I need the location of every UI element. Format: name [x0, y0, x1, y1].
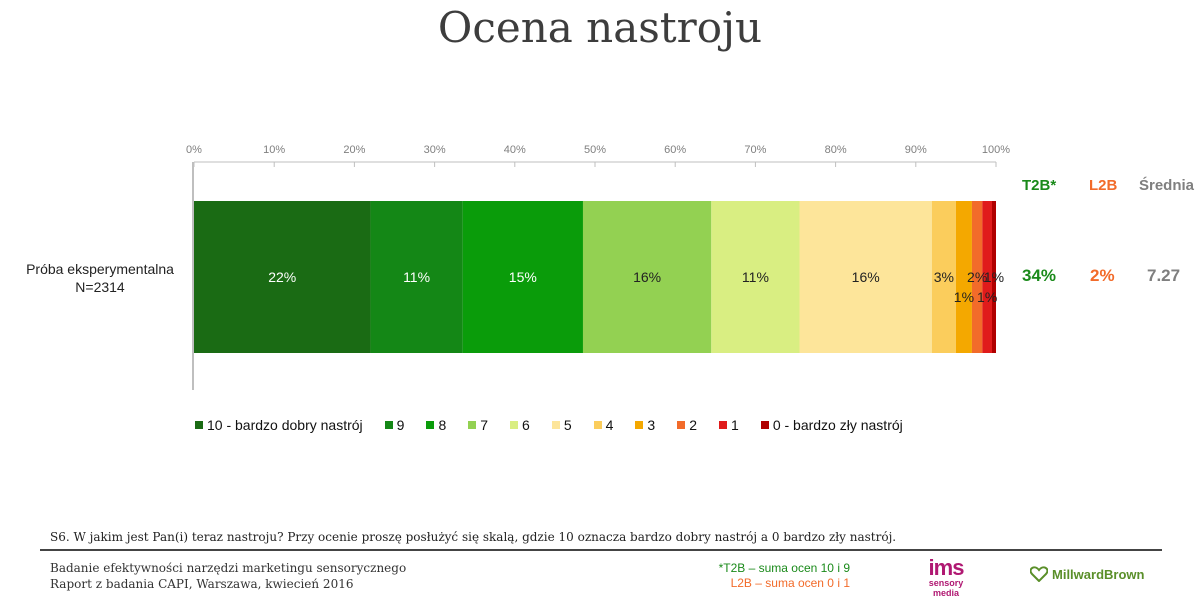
- bar-segment: [370, 201, 463, 353]
- legend-label: 4: [605, 417, 614, 433]
- bar-segment: [711, 201, 800, 353]
- labels-layer: 22% 11% 15% 16% 11% 16% 3%1%2%1%1%: [268, 269, 1004, 305]
- survey-question: S6. W jakim jest Pan(i) teraz nastroju? …: [50, 530, 897, 544]
- x-tick-label: 10%: [263, 144, 285, 156]
- legend-item: 8: [426, 417, 446, 433]
- bar-segment: [955, 201, 972, 353]
- legend-swatch: [426, 421, 435, 429]
- legend-item: 7: [468, 417, 488, 433]
- category-label-line-1: Próba eksperymentalna: [26, 261, 174, 277]
- legend-label: 6: [522, 417, 530, 433]
- legend-label: 3: [647, 417, 656, 433]
- data-label: 22%: [268, 269, 296, 285]
- bar-segment: [582, 201, 712, 353]
- ims-logo-mark: ims: [928, 555, 965, 580]
- legend-item: 9: [384, 417, 405, 433]
- bars-layer: [194, 201, 996, 353]
- legend-item: 5: [551, 417, 572, 433]
- millward-brown-heart-icon: [1030, 566, 1048, 582]
- x-tick-label: 70%: [744, 144, 766, 156]
- data-label: 11%: [742, 269, 769, 285]
- data-label: 16%: [633, 269, 661, 285]
- x-tick-label: 20%: [343, 144, 365, 156]
- legend-label: 0 - bardzo zły nastrój: [772, 417, 903, 433]
- x-tick-label: 90%: [905, 144, 927, 156]
- footer-t2b-note: *T2B – suma ocen 10 i 9: [718, 561, 850, 575]
- footer-l2b-note: L2B – suma ocen 0 i 1: [730, 576, 850, 590]
- millward-brown-wordmark: MillwardBrown: [1052, 566, 1145, 582]
- millward-brown-logo: MillwardBrown: [1030, 566, 1144, 582]
- bar-segment: [991, 201, 996, 353]
- data-label: 11%: [403, 269, 430, 285]
- x-tick-label: 30%: [424, 144, 446, 156]
- legend-swatch: [719, 421, 728, 429]
- t2b-value: 34%: [1022, 266, 1057, 285]
- data-label: 1%: [954, 289, 974, 305]
- footer-report-info: Raport z badania CAPI, Warszawa, kwiecie…: [50, 577, 354, 591]
- legend-item: 6: [510, 417, 530, 433]
- legend-swatch: [593, 421, 602, 429]
- x-tick-label: 100%: [982, 144, 1010, 156]
- legend-swatch: [510, 421, 519, 429]
- legend-swatch: [195, 421, 203, 429]
- t2b-header: T2B*: [1022, 177, 1057, 194]
- bar-segment: [799, 201, 932, 353]
- bar-segment: [462, 201, 583, 353]
- bar-segment: [931, 201, 956, 353]
- legend-swatch: [468, 421, 477, 429]
- data-label: 3%: [934, 269, 954, 285]
- legend-label: 2: [689, 417, 698, 433]
- legend-label: 1: [731, 417, 739, 433]
- l2b-header: L2B: [1089, 177, 1118, 194]
- legend-label: 10 - bardzo dobry nastrój: [207, 417, 363, 433]
- bar-segment: [971, 201, 983, 353]
- legend-item: 10 - bardzo dobry nastrój: [195, 417, 363, 433]
- legend-item: 0 - bardzo zły nastrój: [760, 417, 903, 433]
- legend-item: 1: [719, 417, 739, 433]
- x-tick-label: 60%: [664, 144, 686, 156]
- ims-logo: ims sensory media: [916, 555, 976, 598]
- chart-legend: 10 - bardzo dobry nastrój 9 8 7 6 5 4 3 2 1 0 - ba…: [195, 416, 903, 434]
- mean-header: Średnia: [1139, 177, 1195, 194]
- legend-item: 4: [593, 417, 614, 433]
- data-label: 1%: [984, 269, 1004, 285]
- data-label: 1%: [977, 289, 997, 305]
- l2b-value: 2%: [1090, 266, 1115, 285]
- data-label: 16%: [852, 269, 880, 285]
- legend-swatch: [677, 421, 686, 429]
- legend-label: 7: [480, 417, 489, 433]
- legend-swatch: [384, 421, 393, 429]
- bar-segment: [194, 201, 371, 353]
- bar-segment: [982, 201, 992, 353]
- x-tick-label: 0%: [186, 144, 202, 156]
- x-tick-label: 40%: [504, 144, 526, 156]
- legend-label: 5: [563, 417, 572, 433]
- legend-label: 9: [396, 417, 405, 433]
- x-tick-label: 80%: [825, 144, 847, 156]
- axis-layer: 0% 10% 20% 30% 40% 50% 60% 70% 80% 90% 100%: [186, 144, 1010, 390]
- footer-divider: [40, 549, 1162, 551]
- page-title: Ocena nastroju: [437, 3, 763, 52]
- category-label: Próba eksperymentalna N=2314: [10, 260, 190, 296]
- legend-item: 2: [677, 417, 697, 433]
- data-label: 15%: [509, 269, 537, 285]
- ims-logo-subtitle: sensory media: [928, 578, 964, 598]
- legend-label: 8: [438, 417, 447, 433]
- legend-swatch: [551, 421, 560, 429]
- footer-study-title: Badanie efektywności narzędzi marketingu…: [50, 561, 407, 575]
- data-label: 2%: [967, 269, 987, 285]
- x-tick-label: 50%: [584, 144, 606, 156]
- legend-swatch: [635, 421, 644, 429]
- legend-swatch: [760, 421, 769, 429]
- legend-item: 3: [635, 417, 655, 433]
- mean-value: 7.27: [1147, 266, 1181, 285]
- category-label-line-2: N=2314: [75, 279, 125, 295]
